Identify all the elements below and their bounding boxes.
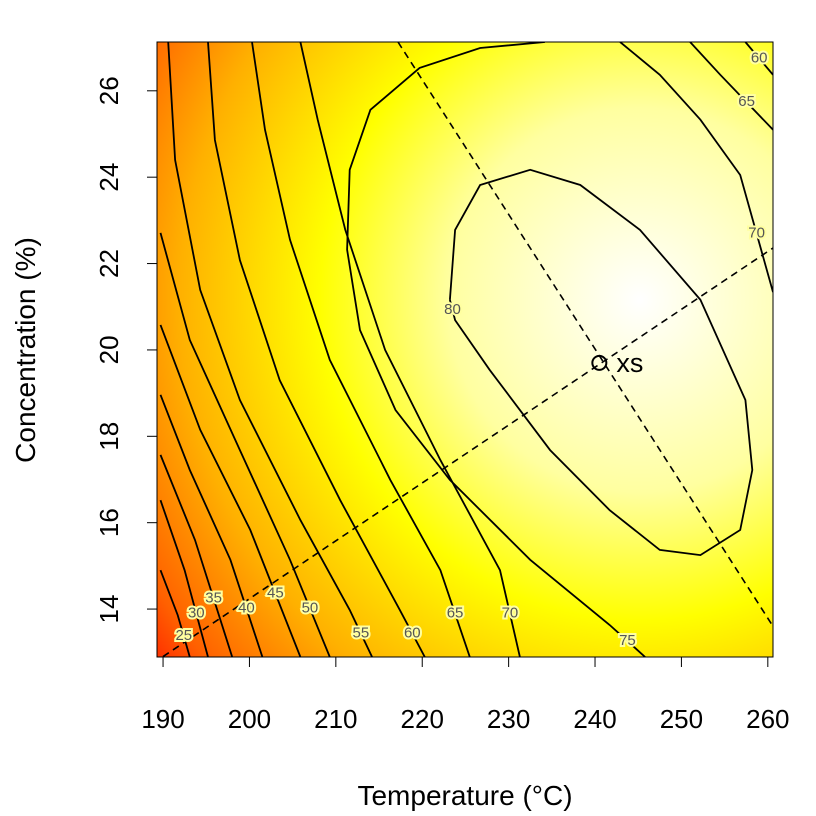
x-axis-title: Temperature (°C) (357, 780, 572, 811)
axes: 190 200 210 220 230 240 250 260 14 16 18 20 22 24 26 (94, 76, 790, 734)
contour-line (299, 42, 521, 657)
contour-line (159, 394, 264, 657)
y-tick-label: 18 (94, 422, 124, 451)
x-tick-label: 210 (314, 704, 357, 734)
contour-label: 55 (353, 624, 370, 641)
contour-label: 40 (238, 599, 255, 616)
contour-line (159, 454, 234, 657)
contour-label: 75 (619, 632, 636, 649)
axis-line (397, 42, 773, 627)
y-tick-label: 22 (94, 249, 124, 278)
x-tick-label: 190 (141, 704, 184, 734)
y-tick-label: 14 (94, 595, 124, 624)
contour-label: 35 (205, 589, 222, 606)
contour-line (159, 324, 302, 657)
stationary-label: xs (616, 348, 643, 378)
contour-line (159, 499, 209, 657)
x-tick-label: 240 (573, 704, 616, 734)
y-axis-title: Concentration (%) (10, 237, 41, 463)
contour-line (159, 569, 191, 657)
x-tick-label: 220 (401, 704, 444, 734)
x-tick-label: 250 (660, 704, 703, 734)
stationary-point (591, 354, 608, 371)
y-tick-label: 26 (94, 76, 124, 105)
contour-line (207, 42, 426, 657)
contour-line (689, 42, 773, 131)
y-tick-label: 16 (94, 508, 124, 537)
heat-surface (157, 42, 773, 657)
contour-label: 60 (751, 49, 768, 66)
contour-label: 80 (444, 301, 461, 318)
contour-label: 65 (738, 93, 755, 110)
axis-line (162, 247, 773, 657)
contour-label: 45 (267, 584, 284, 601)
contour-label: 70 (748, 225, 765, 242)
contour-line (346, 42, 646, 657)
x-tick-label: 260 (746, 704, 789, 734)
contour-line (744, 42, 773, 76)
contour-line (449, 168, 754, 557)
contour-label: 60 (404, 624, 421, 641)
x-tick-label: 200 (228, 704, 271, 734)
contour-line (159, 232, 331, 657)
contour-line (619, 42, 773, 293)
contour-label: 70 (502, 605, 519, 622)
contour-label: 65 (447, 605, 464, 622)
contour-line (167, 42, 373, 657)
x-tick-label: 230 (487, 704, 530, 734)
contour-line (251, 42, 471, 657)
y-tick-label: 24 (94, 163, 124, 192)
y-tick-label: 20 (94, 335, 124, 364)
contour-label: 25 (175, 627, 192, 644)
contour-label: 30 (188, 605, 205, 622)
contour-label: 50 (302, 599, 319, 616)
